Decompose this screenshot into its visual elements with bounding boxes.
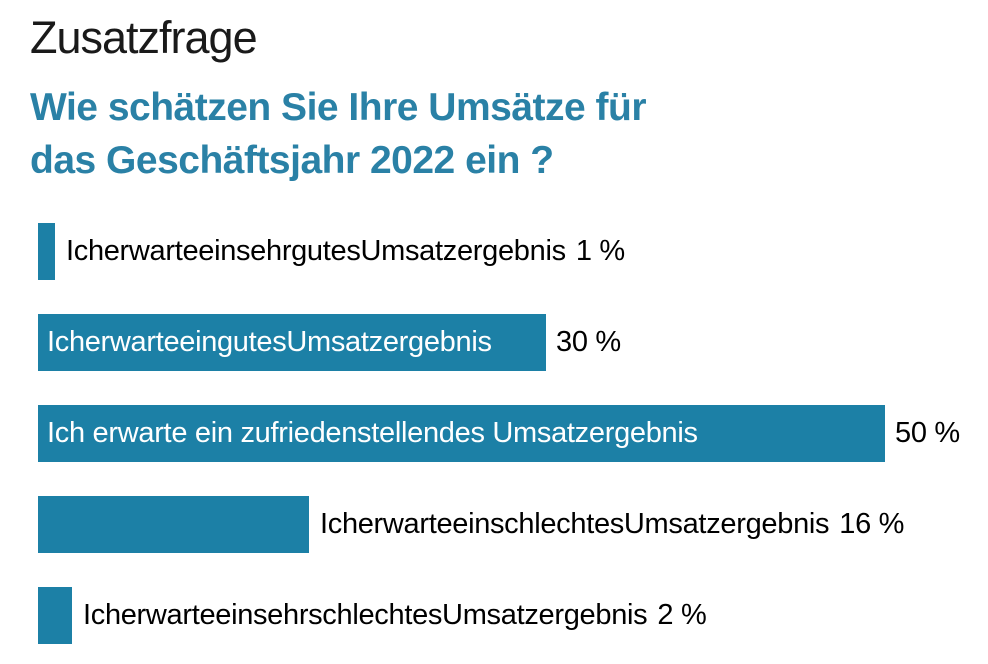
bar-label: Ich erwarte ein zufriedenstellendes Umsa… <box>47 417 698 449</box>
bar-row: Ich erwarte ein zufriedenstellendes Umsa… <box>38 405 988 462</box>
bar <box>38 587 72 644</box>
bar <box>38 496 309 553</box>
bar-value: 2 % <box>657 599 707 631</box>
bar-value: 30 % <box>556 326 621 358</box>
bar <box>38 223 55 280</box>
bar-row: Ich erwarte ein sehr gutes Umsatzergebni… <box>38 223 988 280</box>
bar-row: Ich erwarte ein schlechtes Umsatzergebni… <box>38 496 988 553</box>
chart-header: Zusatzfrage Wie schätzen Sie Ihre Umsätz… <box>30 10 647 187</box>
bar-value: 1 % <box>575 235 625 267</box>
bar: Ich erwarte ein gutes Umsatzergebnis <box>38 314 546 371</box>
bar-label: Ich erwarte ein sehr schlechtes Umsatzer… <box>83 599 648 631</box>
bar-value: 16 % <box>839 508 905 540</box>
bar-row: Ich erwarte ein sehr schlechtes Umsatzer… <box>38 587 988 644</box>
chart-kicker: Zusatzfrage <box>30 12 258 63</box>
bar-label: Ich erwarte ein sehr gutes Umsatzergebni… <box>66 235 566 267</box>
question-line-1: Wie schätzen Sie Ihre Umsätze für <box>30 86 647 129</box>
bar-value: 50 % <box>895 417 960 449</box>
bar: Ich erwarte ein zufriedenstellendes Umsa… <box>38 405 885 462</box>
bar-row: Ich erwarte ein gutes Umsatzergebnis 30 % <box>38 314 988 371</box>
bar-label: Ich erwarte ein schlechtes Umsatzergebni… <box>320 508 830 540</box>
question-line-2: das Geschäftsjahr 2022 ein ? <box>30 139 554 182</box>
chart-question: Wie schätzen Sie Ihre Umsätze für das Ge… <box>30 81 647 187</box>
bar-chart: Ich erwarte ein sehr gutes Umsatzergebni… <box>38 223 988 664</box>
bar-label: Ich erwarte ein gutes Umsatzergebnis <box>47 326 492 358</box>
